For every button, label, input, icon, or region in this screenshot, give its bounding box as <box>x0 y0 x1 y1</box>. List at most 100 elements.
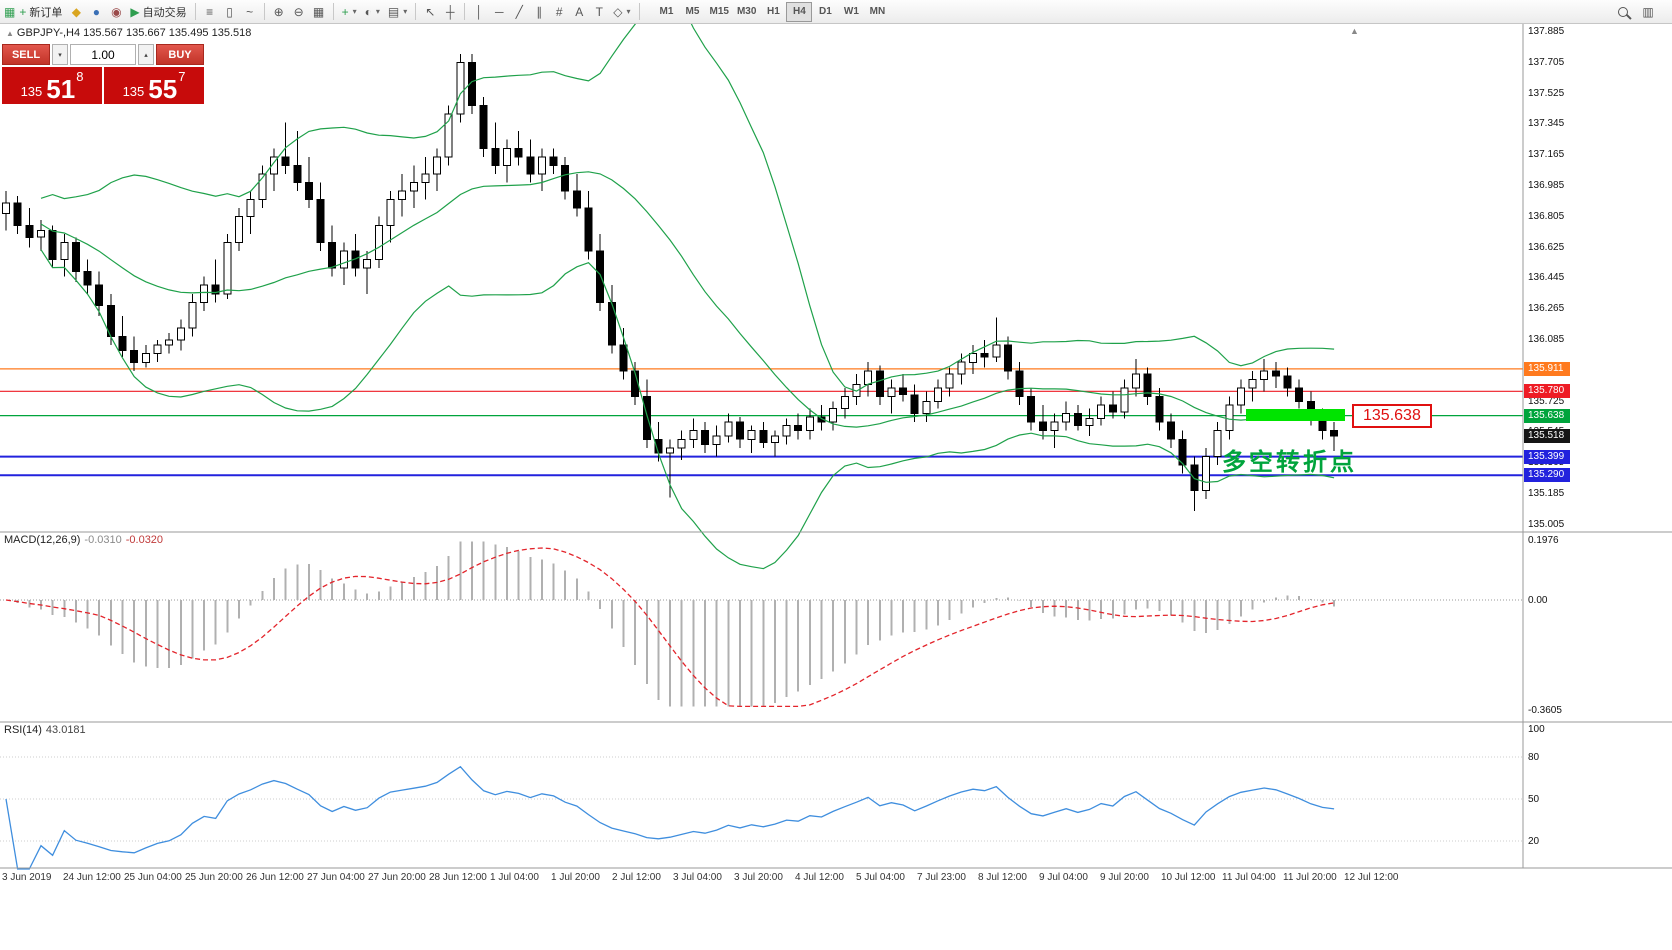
cursor-icon: ↖ <box>425 4 436 19</box>
community-button[interactable]: ◉ <box>106 2 126 22</box>
crosshair-button[interactable]: ┼ <box>440 2 460 22</box>
time-tick: 1 Jul 04:00 <box>490 872 539 883</box>
timeframe-m15-button[interactable]: M15 <box>706 2 733 22</box>
indicators-icon: + <box>341 4 349 19</box>
text-label-button[interactable]: T <box>589 2 609 22</box>
rsi-tick: 20 <box>1528 836 1540 847</box>
text-label-icon: T <box>595 4 603 19</box>
auto-trading-button[interactable]: ▶ 自动交易 <box>126 2 190 22</box>
shapes-icon: ◇ <box>613 4 623 19</box>
line-chart-icon: ~ <box>246 4 254 19</box>
time-tick: 4 Jul 12:00 <box>795 872 844 883</box>
candlestick-button[interactable]: ▯ <box>220 2 240 22</box>
price-badge: 135.290 <box>1524 468 1570 483</box>
trendline-icon: ╱ <box>515 4 523 19</box>
time-tick: 9 Jul 04:00 <box>1039 872 1088 883</box>
timeframe-d1-button[interactable]: D1 <box>812 2 838 22</box>
shapes-button[interactable]: ◇ ▾ <box>609 2 634 22</box>
alerts-button[interactable]: ◆ <box>66 2 86 22</box>
price-badge: 135.638 <box>1524 408 1570 423</box>
text-button[interactable]: A <box>569 2 589 22</box>
profile-button[interactable]: ● <box>86 2 106 22</box>
channel-button[interactable]: ∥ <box>529 2 549 22</box>
rsi-value: 43.0181 <box>45 724 86 736</box>
template-icon: ▤ <box>387 4 400 19</box>
timeframe-h4-button[interactable]: H4 <box>786 1 813 22</box>
rsi-tick: 50 <box>1528 794 1540 805</box>
price-badge: 135.399 <box>1524 449 1570 464</box>
periods-button[interactable]: ◐ ▾ <box>361 2 384 22</box>
volume-input[interactable] <box>70 44 136 65</box>
new-order-button[interactable]: + 新订单 <box>15 2 66 22</box>
time-tick: 3 Jul 20:00 <box>734 872 783 883</box>
time-tick: 9 Jul 20:00 <box>1100 872 1149 883</box>
templates-button[interactable]: ▤ ▾ <box>384 2 411 22</box>
cursor-button[interactable]: ↖ <box>420 2 440 22</box>
time-tick: 25 Jun 04:00 <box>124 872 182 883</box>
plus-icon: + <box>19 4 27 19</box>
timeframe-m30-button[interactable]: M30 <box>733 2 760 22</box>
volume-up-button[interactable]: ▴ <box>138 44 154 65</box>
time-tick: 28 Jun 12:00 <box>429 872 487 883</box>
sell-button[interactable]: SELL <box>2 44 50 65</box>
timeframe-group: M1 M5 M15 M30 H1 H4 D1 W1 MN <box>654 1 891 22</box>
time-tick: 11 Jul 04:00 <box>1222 872 1276 883</box>
toolbar-separator <box>194 3 196 20</box>
price-tick: 136.445 <box>1528 272 1565 284</box>
buy-price-box[interactable]: 135 55 7 <box>104 67 204 104</box>
timeframe-mn-button[interactable]: MN <box>864 2 890 22</box>
fibonacci-button[interactable]: # <box>549 2 569 22</box>
timeframe-w1-button[interactable]: W1 <box>838 2 864 22</box>
line-chart-button[interactable]: ~ <box>240 2 260 22</box>
indicators-button[interactable]: + ▾ <box>338 2 361 22</box>
candlestick-icon: ▯ <box>226 4 233 19</box>
horizontal-line-button[interactable]: ─ <box>489 2 509 22</box>
time-tick: 2 Jul 12:00 <box>612 872 661 883</box>
bar-chart-icon: ≡ <box>206 4 214 19</box>
timeframe-h1-button[interactable]: H1 <box>760 2 786 22</box>
one-click-prices: 135 51 8 135 55 7 <box>2 67 204 104</box>
macd-indicator-label: MACD(12,26,9) -0.0310 -0.0320 <box>4 534 163 546</box>
time-tick: 7 Jul 23:00 <box>917 872 966 883</box>
chevron-down-icon: ▾ <box>58 51 62 59</box>
horizontal-line-icon: ─ <box>494 4 504 19</box>
sell-price-big: 51 <box>46 73 76 104</box>
buy-price-main: 135 <box>122 84 145 100</box>
volume-down-button[interactable]: ▾ <box>52 44 68 65</box>
chevron-down-icon: ▾ <box>403 7 408 16</box>
timeframe-m1-button[interactable]: M1 <box>654 2 680 22</box>
main-toolbar: ▦ + 新订单 ◆ ● ◉ ▶ 自动交易 ≡ ▯ ~ ⊕ ⊖ ▦ + ▾ ◐ ▾ ▤ ▾ … <box>0 0 1672 24</box>
bar-chart-button[interactable]: ≡ <box>200 2 220 22</box>
time-tick: 3 Jun 2019 <box>2 872 52 883</box>
search-icon[interactable] <box>1618 6 1628 17</box>
toolbar-separator <box>638 3 640 20</box>
time-tick: 26 Jun 12:00 <box>246 872 304 883</box>
trendline-button[interactable]: ╱ <box>509 2 529 22</box>
sell-price-main: 135 <box>20 84 43 100</box>
tile-windows-button[interactable]: ▦ <box>309 2 329 22</box>
buy-button[interactable]: BUY <box>156 44 204 65</box>
time-tick: 10 Jul 12:00 <box>1161 872 1216 883</box>
panels-button[interactable]: ▥ <box>1638 2 1658 22</box>
megaphone-icon: ◆ <box>71 4 81 19</box>
sell-price-box[interactable]: 135 51 8 <box>2 67 102 104</box>
time-tick: 12 Jul 12:00 <box>1344 872 1399 883</box>
price-tick: 137.345 <box>1528 118 1565 130</box>
price-tick: 136.265 <box>1528 303 1565 315</box>
price-badge: 135.911 <box>1524 361 1570 376</box>
channel-icon: ∥ <box>536 4 543 19</box>
timeframe-m5-button[interactable]: M5 <box>680 2 706 22</box>
rsi-indicator-label: RSI(14) 43.0181 <box>4 724 86 736</box>
macd-value: -0.0310 <box>84 534 122 546</box>
price-tick: 135.185 <box>1528 488 1565 499</box>
chevron-down-icon: ▾ <box>352 7 357 16</box>
vertical-line-button[interactable]: │ <box>469 2 489 22</box>
time-tick: 27 Jun 04:00 <box>307 872 365 883</box>
time-tick: 11 Jul 20:00 <box>1283 872 1337 883</box>
new-order-label: 新订单 <box>29 6 63 19</box>
symbol-ohlc-text: GBPJPY-,H4 135.567 135.667 135.495 135.5… <box>16 27 252 39</box>
zoom-out-button[interactable]: ⊖ <box>289 2 309 22</box>
chart-shift-marker[interactable]: ▲ <box>1350 26 1359 36</box>
zoom-in-button[interactable]: ⊕ <box>269 2 289 22</box>
